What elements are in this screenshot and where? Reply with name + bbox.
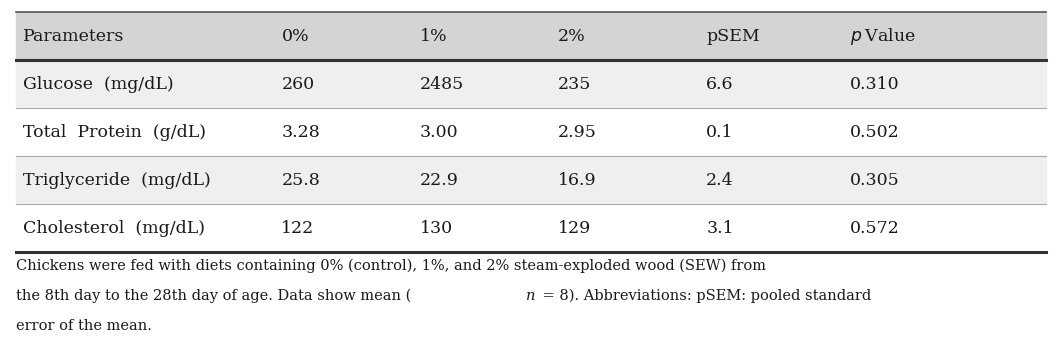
Text: 6.6: 6.6 [706,76,734,93]
Text: $p$ Value: $p$ Value [850,26,915,47]
Text: n: n [526,289,535,302]
Text: 0%: 0% [281,28,309,45]
Text: 2485: 2485 [419,76,464,93]
Text: 3.28: 3.28 [281,124,320,141]
Text: 16.9: 16.9 [558,172,596,189]
Text: 129: 129 [558,220,590,236]
Text: 0.1: 0.1 [706,124,734,141]
Text: 235: 235 [558,76,590,93]
Text: Cholesterol  (mg/dL): Cholesterol (mg/dL) [23,220,205,236]
Text: 2.4: 2.4 [706,172,734,189]
Text: the 8th day to the 28th day of age. Data show mean (: the 8th day to the 28th day of age. Data… [16,289,411,303]
Text: 2%: 2% [558,28,585,45]
Text: 3.00: 3.00 [419,124,458,141]
Text: 0.305: 0.305 [850,172,900,189]
Text: 130: 130 [419,220,452,236]
Text: 2.95: 2.95 [558,124,597,141]
Text: 0.572: 0.572 [850,220,900,236]
Text: 122: 122 [281,220,314,236]
Text: Total  Protein  (g/dL): Total Protein (g/dL) [23,124,206,141]
Text: Chickens were fed with diets containing 0% (control), 1%, and 2% steam-exploded : Chickens were fed with diets containing … [16,258,766,273]
Text: 22.9: 22.9 [419,172,459,189]
Text: 0.310: 0.310 [850,76,900,93]
Text: Parameters: Parameters [23,28,124,45]
Text: pSEM: pSEM [706,28,760,45]
Text: Glucose  (mg/dL): Glucose (mg/dL) [23,76,174,93]
Text: 1%: 1% [419,28,447,45]
Text: Triglyceride  (mg/dL): Triglyceride (mg/dL) [23,172,211,189]
Text: = 8). Abbreviations: pSEM: pooled standard: = 8). Abbreviations: pSEM: pooled standa… [538,289,871,303]
Text: 260: 260 [281,76,314,93]
Text: 0.502: 0.502 [850,124,900,141]
Text: error of the mean.: error of the mean. [16,319,152,333]
Text: 3.1: 3.1 [706,220,734,236]
Text: 25.8: 25.8 [281,172,320,189]
